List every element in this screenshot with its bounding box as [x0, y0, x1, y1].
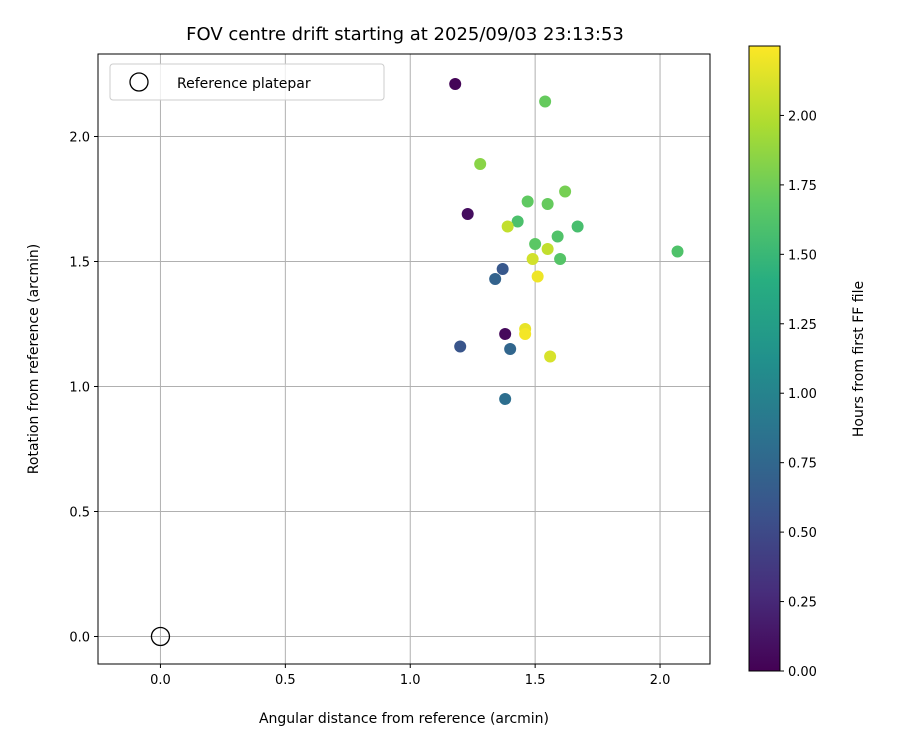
colorbar-tick-label: 0.50: [788, 526, 817, 541]
grid-lines: [98, 54, 710, 664]
data-point: [671, 245, 684, 258]
data-point: [474, 158, 487, 170]
colorbar-label: Hours from first FF file: [851, 281, 867, 437]
data-point: [554, 253, 567, 265]
x-tick-label: 1.5: [525, 673, 546, 688]
x-axis-label: Angular distance from reference (arcmin): [259, 711, 549, 727]
y-tick-label: 2.0: [69, 131, 90, 146]
colorbar-tick-label: 1.00: [788, 387, 817, 402]
data-point: [521, 195, 534, 208]
data-point: [449, 78, 462, 90]
data-point: [541, 243, 554, 255]
data-point: [504, 343, 517, 355]
data-point: [541, 198, 554, 210]
legend-marker-reference: [129, 72, 149, 92]
data-point: [519, 328, 532, 340]
x-tick-label: 2.0: [650, 673, 671, 688]
y-tick-label: 1.0: [69, 381, 90, 396]
x-axis-ticks: 0.0 0.5 1.0 1.5 2.0: [150, 664, 670, 688]
data-point: [526, 253, 539, 265]
colorbar-tick-label: 0.00: [788, 665, 817, 680]
chart-title: FOV centre drift starting at 2025/09/03 …: [186, 24, 624, 45]
legend-box: [109, 63, 385, 101]
data-point: [499, 328, 512, 340]
colorbar-tick-label: 2.00: [788, 109, 817, 124]
data-point: [461, 208, 474, 220]
data-point: [551, 230, 564, 243]
colorbar-tick-label: 1.50: [788, 248, 817, 263]
colorbar-tick-label: 0.25: [788, 596, 817, 611]
colorbar-gradient: [748, 45, 781, 672]
data-point: [499, 393, 512, 405]
colorbar: 0.00 0.25 0.50 0.75 1.00 1.25 1.50 1.75 2.00 Hou…: [748, 45, 867, 680]
data-point: [511, 215, 524, 228]
data-point: [496, 263, 509, 275]
data-point: [489, 273, 502, 285]
colorbar-ticks: 0.00 0.25 0.50 0.75 1.00 1.25 1.50 1.75 2.00: [780, 109, 817, 680]
y-tick-label: 0.0: [69, 631, 90, 646]
y-tick-label: 0.5: [69, 506, 90, 521]
data-point: [559, 185, 572, 198]
colorbar-tick-label: 1.75: [788, 179, 817, 194]
x-tick-label: 1.0: [400, 673, 421, 688]
data-points: [150, 78, 684, 647]
data-point: [571, 220, 584, 233]
x-tick-label: 0.5: [275, 673, 296, 688]
data-point: [454, 340, 467, 353]
data-point: [529, 238, 542, 250]
y-tick-label: 1.5: [69, 256, 90, 271]
data-point: [539, 95, 552, 108]
y-axis-ticks: 0.0 0.5 1.0 1.5 2.0: [69, 131, 98, 646]
colorbar-tick-label: 1.25: [788, 318, 817, 333]
x-tick-label: 0.0: [150, 673, 171, 688]
colorbar-tick-label: 0.75: [788, 457, 817, 472]
data-point: [501, 220, 514, 233]
legend: Reference platepar: [109, 63, 385, 101]
y-axis-label: Rotation from reference (arcmin): [26, 244, 42, 474]
reference-platepar-marker: [150, 626, 171, 647]
data-point: [531, 270, 544, 283]
legend-entry-reference: Reference platepar: [177, 76, 311, 92]
data-point: [544, 350, 557, 363]
plot-frame: [97, 53, 711, 665]
